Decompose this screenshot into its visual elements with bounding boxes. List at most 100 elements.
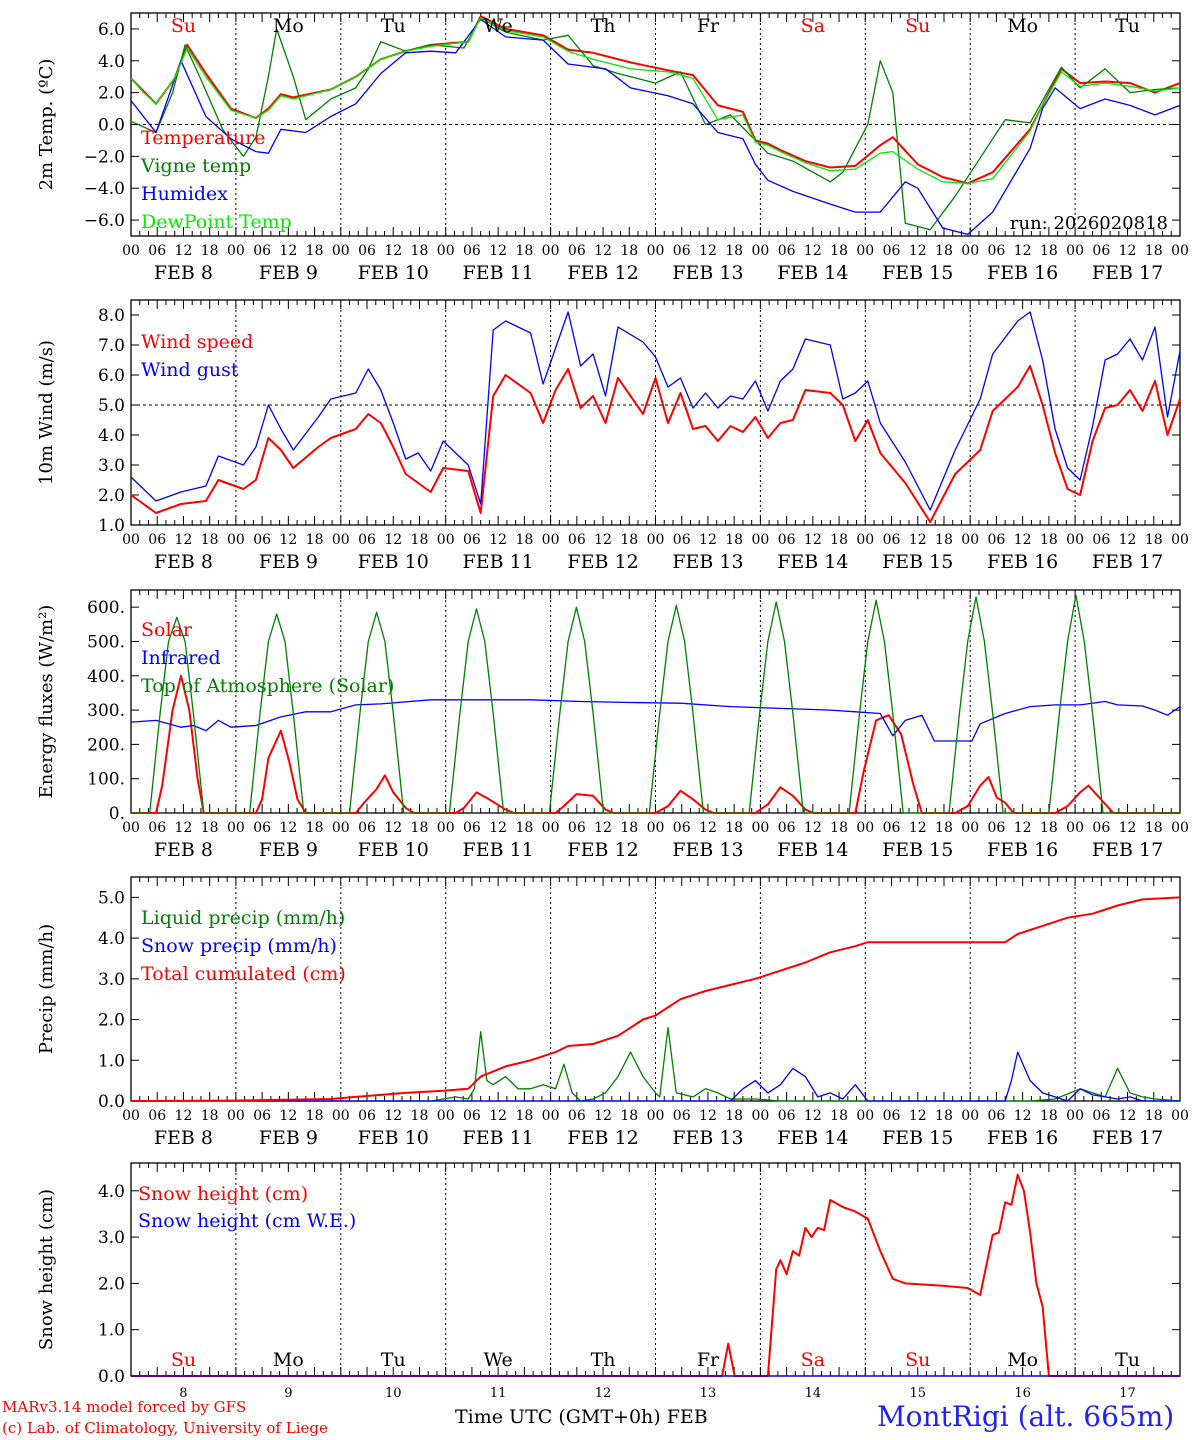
hour-label: 12 (699, 532, 717, 548)
hour-label: 06 (883, 243, 901, 259)
hour-label: 06 (463, 1108, 481, 1124)
day-label: Su (905, 1349, 930, 1371)
day-label: Fr (697, 1349, 720, 1371)
date-label: FEB 15 (882, 262, 953, 284)
hour-label: 06 (1092, 243, 1110, 259)
hour-label: 00 (227, 1108, 245, 1124)
hour-label: 00 (1171, 1108, 1189, 1124)
y-tick-label: 4.0 (98, 929, 125, 949)
y-axis-label: 10m Wind (m/s) (36, 340, 57, 485)
date-label: FEB 17 (1092, 262, 1163, 284)
y-tick-label: 1.0 (98, 1321, 125, 1341)
hour-label: 12 (699, 243, 717, 259)
date-label: FEB 17 (1092, 551, 1163, 573)
hour-label: 12 (279, 820, 297, 836)
hour-label: 00 (856, 1108, 874, 1124)
y-tick-label: 2.0 (98, 1274, 125, 1294)
hour-label: 00 (961, 532, 979, 548)
date-label: FEB 15 (882, 551, 953, 573)
day-label: Tu (381, 15, 406, 37)
date-label: FEB 8 (154, 551, 213, 573)
hour-label: 06 (988, 243, 1006, 259)
day-label: We (484, 15, 513, 37)
hour-label: 12 (699, 820, 717, 836)
run-label: run: 2026020818 (1010, 213, 1168, 234)
hour-label: 00 (961, 1108, 979, 1124)
date-label: FEB 13 (672, 839, 743, 861)
y-tick-label: 500. (87, 632, 125, 652)
hour-label: 18 (620, 1108, 638, 1124)
hour-label: 00 (227, 532, 245, 548)
hour-label: 12 (489, 820, 507, 836)
hour-label: 18 (830, 1108, 848, 1124)
hour-label: 00 (122, 1108, 140, 1124)
hour-label: 06 (568, 1108, 586, 1124)
hour-label: 06 (358, 243, 376, 259)
y-tick-label: 6.0 (98, 20, 125, 40)
date-label: FEB 10 (358, 1127, 429, 1149)
hour-label: 12 (594, 532, 612, 548)
hour-label: 18 (306, 820, 324, 836)
day-label: Fr (697, 15, 720, 37)
date-label: FEB 15 (882, 839, 953, 861)
hour-label: 00 (542, 532, 560, 548)
hour-label: 06 (463, 532, 481, 548)
y-tick-label: 3.0 (98, 1228, 125, 1248)
hour-label: 18 (306, 243, 324, 259)
hour-label: 06 (988, 532, 1006, 548)
hour-label: 18 (1145, 243, 1163, 259)
hour-label: 18 (725, 1108, 743, 1124)
hour-label: 18 (1145, 1108, 1163, 1124)
day-label: Su (905, 15, 930, 37)
day-label: Mo (1007, 15, 1038, 37)
day-number: 11 (490, 1386, 507, 1401)
hour-label: 06 (568, 243, 586, 259)
hour-label: 18 (725, 243, 743, 259)
hour-label: 00 (227, 243, 245, 259)
day-number: 14 (805, 1386, 822, 1401)
hour-label: 06 (883, 532, 901, 548)
date-label: FEB 10 (358, 551, 429, 573)
hour-label: 18 (411, 532, 429, 548)
hour-label: 12 (279, 532, 297, 548)
hour-label: 06 (778, 243, 796, 259)
hour-label: 18 (1040, 243, 1058, 259)
y-tick-label: 1.0 (98, 1051, 125, 1071)
hour-label: 18 (620, 243, 638, 259)
hour-label: 06 (253, 532, 271, 548)
hour-label: 18 (830, 532, 848, 548)
legend-item: Infrared (141, 647, 221, 669)
hour-label: 00 (542, 243, 560, 259)
hour-label: 06 (463, 820, 481, 836)
hour-label: 06 (673, 820, 691, 836)
panel-wind (130, 299, 1181, 526)
hour-label: 00 (1171, 820, 1189, 836)
hour-label: 12 (1014, 820, 1032, 836)
hour-label: 12 (489, 1108, 507, 1124)
hour-label: 00 (1171, 532, 1189, 548)
hour-label: 06 (253, 1108, 271, 1124)
y-axis-label: Energy fluxes (W/m²) (36, 605, 57, 799)
y-tick-label: −4.0 (84, 179, 125, 199)
hour-label: 06 (253, 820, 271, 836)
time-axis-label: Time UTC (GMT+0h) FEB (455, 1406, 708, 1428)
hour-label: 00 (961, 820, 979, 836)
hour-label: 18 (1040, 532, 1058, 548)
series-top-of-atmosphere-solar- (131, 594, 1180, 814)
hour-label: 00 (227, 820, 245, 836)
hour-label: 06 (358, 820, 376, 836)
hour-label: 00 (647, 243, 665, 259)
y-tick-label: 600. (87, 598, 125, 618)
hour-label: 00 (751, 532, 769, 548)
legend-item: Solar (141, 619, 193, 641)
hour-label: 00 (1066, 820, 1084, 836)
date-label: FEB 14 (777, 839, 848, 861)
hour-label: 12 (384, 1108, 402, 1124)
hour-label: 00 (122, 820, 140, 836)
hour-label: 12 (594, 820, 612, 836)
hour-label: 12 (1119, 243, 1137, 259)
date-label: FEB 12 (567, 839, 638, 861)
date-label: FEB 16 (987, 1127, 1058, 1149)
hour-label: 06 (988, 1108, 1006, 1124)
day-label: Tu (1115, 15, 1140, 37)
